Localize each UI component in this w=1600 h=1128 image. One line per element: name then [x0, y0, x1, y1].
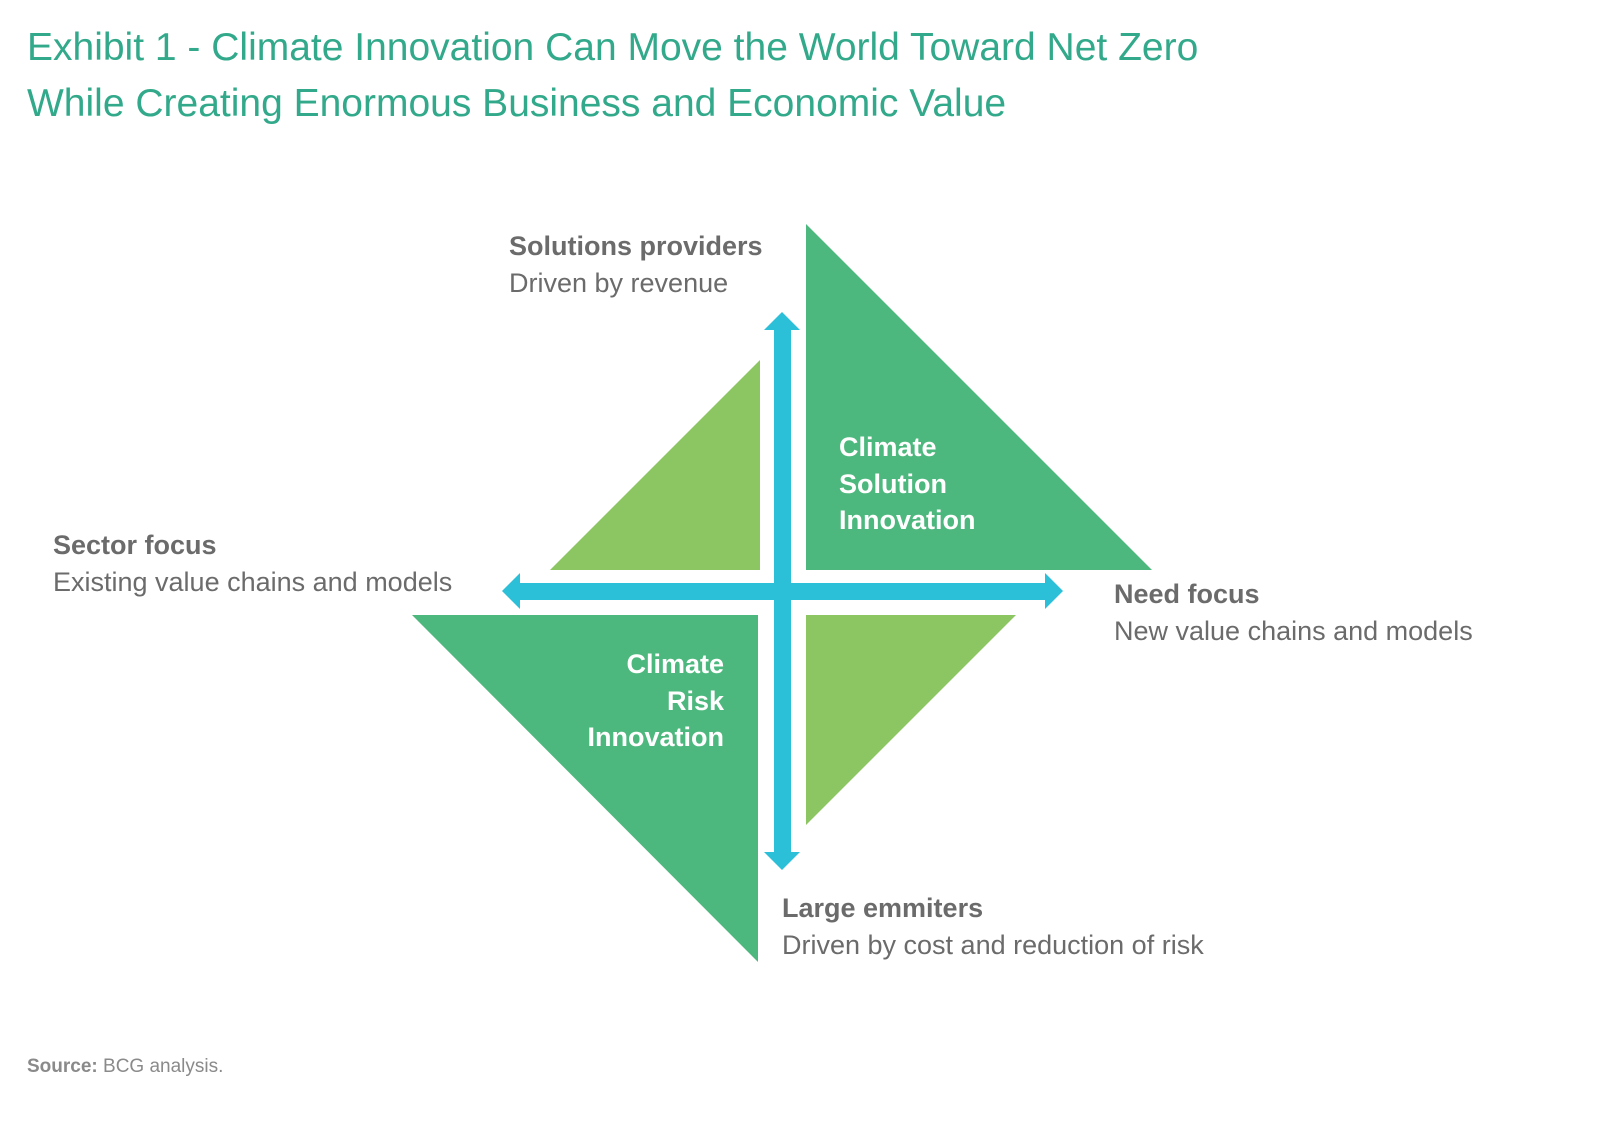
quadrant-text: Climate: [839, 432, 937, 462]
exhibit-title: Exhibit 1 - Climate Innovation Can Move …: [27, 20, 1527, 132]
label-top-heading: Solutions providers: [509, 231, 763, 261]
quadrant-text: Innovation: [587, 722, 725, 752]
label-left: Sector focus Existing value chains and m…: [53, 527, 452, 601]
quadrant-text: Solution: [839, 468, 947, 499]
label-bottom-heading: Large emmiters: [782, 893, 984, 923]
triangle-bottom-left: [412, 615, 758, 962]
label-bottom-sub: Driven by cost and reduction of risk: [782, 930, 1204, 960]
triangle-top-right: [806, 224, 1152, 570]
quadrant-label-climate-solution-innovation: Climate Solution Innovation: [839, 429, 976, 539]
label-right: Need focus New value chains and models: [1114, 576, 1473, 650]
triangle-top-left: [550, 360, 760, 570]
quadrant-text: Climate: [626, 649, 724, 679]
label-left-heading: Sector focus: [53, 530, 217, 560]
quadrant-text: Risk: [666, 685, 724, 716]
quadrant-label-climate-risk-innovation: Climate Risk Innovation: [588, 646, 725, 756]
source-text: BCG analysis.: [103, 1056, 224, 1077]
quadrant-text: Innovation: [839, 505, 976, 535]
label-left-sub: Existing value chains and models: [53, 567, 453, 597]
label-top: Solutions providers Driven by revenue: [509, 228, 763, 302]
title-line-1: Exhibit 1 - Climate Innovation Can Move …: [27, 26, 1199, 69]
source-note: Source: BCG analysis.: [27, 1056, 223, 1078]
label-top-sub: Driven by revenue: [509, 268, 729, 298]
title-line-2: While Creating Enormous Business and Eco…: [27, 82, 1007, 125]
label-right-heading: Need focus: [1114, 579, 1260, 609]
label-right-sub: New value chains and models: [1114, 616, 1473, 646]
horizontal-double-arrow: [502, 573, 1063, 609]
triangle-bottom-right: [806, 615, 1016, 825]
label-bottom: Large emmiters Driven by cost and reduct…: [782, 890, 1204, 964]
source-label: Source:: [27, 1056, 98, 1077]
